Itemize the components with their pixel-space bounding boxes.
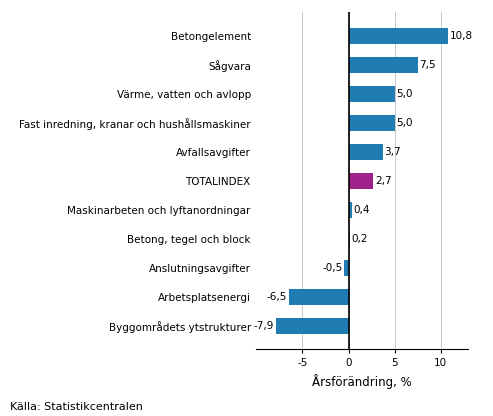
Text: -7,9: -7,9 — [254, 321, 274, 331]
Bar — [344, 260, 349, 276]
Text: 0,4: 0,4 — [353, 205, 370, 215]
Bar — [349, 86, 394, 102]
Text: 2,7: 2,7 — [375, 176, 391, 186]
Text: 5,0: 5,0 — [396, 89, 413, 99]
Text: 5,0: 5,0 — [396, 118, 413, 128]
X-axis label: Årsförändring, %: Årsförändring, % — [313, 374, 412, 389]
Text: -0,5: -0,5 — [322, 263, 343, 273]
Text: Källa: Statistikcentralen: Källa: Statistikcentralen — [10, 402, 143, 412]
Bar — [349, 115, 394, 131]
Text: 7,5: 7,5 — [419, 60, 436, 70]
Bar — [349, 144, 383, 160]
Bar — [349, 28, 448, 44]
Text: 3,7: 3,7 — [384, 147, 401, 157]
Bar — [276, 318, 349, 334]
Bar — [288, 289, 349, 305]
Bar — [349, 173, 373, 189]
Text: 0,2: 0,2 — [352, 234, 368, 244]
Bar — [349, 231, 351, 247]
Bar — [349, 202, 352, 218]
Text: -6,5: -6,5 — [267, 292, 287, 302]
Text: 10,8: 10,8 — [450, 31, 473, 41]
Bar — [349, 57, 418, 73]
